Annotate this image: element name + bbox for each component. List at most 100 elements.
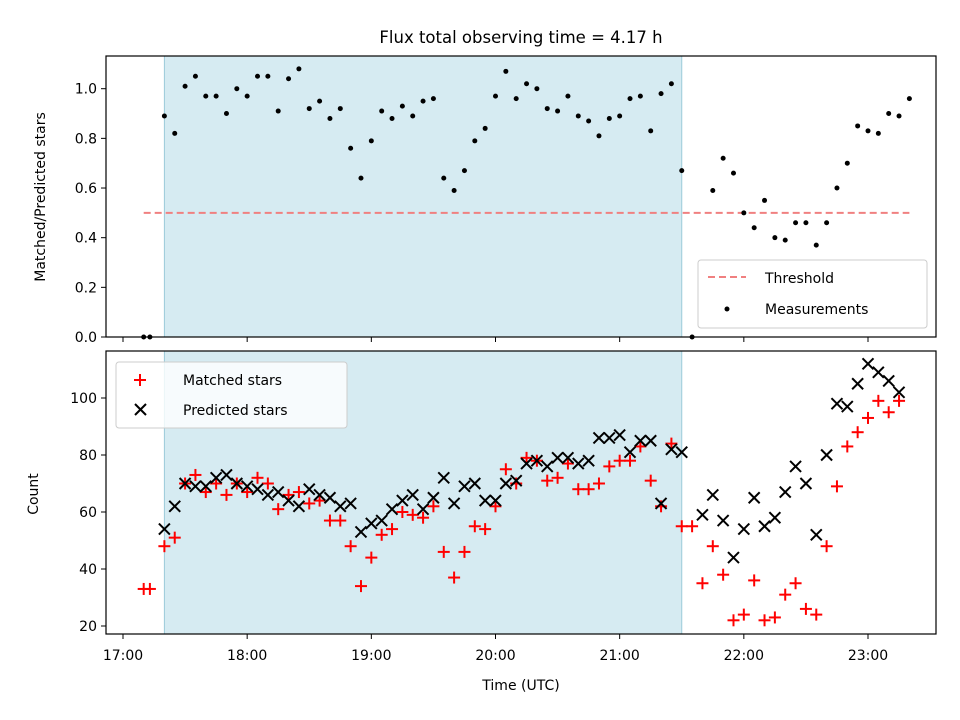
measurements-series <box>141 66 912 340</box>
matched-star-point <box>644 474 657 487</box>
measurement-point <box>906 96 912 102</box>
matched-star-point <box>686 520 699 533</box>
predicted-star-point <box>861 357 875 371</box>
matched-star-point <box>820 540 833 553</box>
matched-star-point <box>365 551 378 564</box>
measurement-point <box>223 111 229 117</box>
matched-star-point <box>872 394 885 407</box>
matched-star-point <box>841 440 854 453</box>
top-legend: Threshold Measurements <box>697 259 928 329</box>
x-tick-label: 20:00 <box>475 648 515 664</box>
predicted-star-point <box>447 497 461 510</box>
matched-star-point <box>143 582 156 595</box>
measurement-point <box>379 108 385 114</box>
x-tick-label: 17:00 <box>103 648 143 664</box>
predicted-star-point <box>758 520 771 533</box>
legend-predicted-swatch <box>134 403 147 416</box>
measurement-point <box>296 66 302 72</box>
predicted-star-point <box>716 514 730 527</box>
predicted-star-point <box>365 517 378 530</box>
predicted-star-point <box>189 480 202 493</box>
predicted-star-point <box>644 434 657 447</box>
bottom-y-tick-label: 80 <box>79 448 97 464</box>
measurement-point <box>389 115 395 121</box>
matched-star-point <box>727 614 740 627</box>
predicted-star-point <box>603 431 616 445</box>
measurement-point <box>420 98 426 104</box>
predicted-star-point <box>747 491 761 504</box>
matched-star-point <box>561 457 574 470</box>
predicted-star-point <box>810 528 823 542</box>
measurement-point <box>668 81 674 87</box>
matched-star-point <box>323 514 336 527</box>
x-tick-label: 19:00 <box>351 648 391 664</box>
top-panel: 0.0 0.2 0.4 0.6 0.8 1.0 Matched/Predicted sta… <box>33 55 937 346</box>
predicted-star-point <box>654 497 668 510</box>
matched-star-point <box>158 540 171 553</box>
measurement-point <box>534 86 540 92</box>
predicted-star-point <box>489 494 502 507</box>
measurement-point <box>658 91 664 97</box>
predicted-star-point <box>561 451 575 465</box>
matched-star-point <box>282 488 295 501</box>
measurement-point <box>720 155 726 161</box>
predicted-star-point <box>892 386 906 399</box>
measurement-point <box>410 113 416 119</box>
predicted-star-point <box>261 488 275 502</box>
predicted-star-point <box>406 488 419 502</box>
predicted-star-point <box>872 366 885 379</box>
matched-star-point <box>417 511 430 524</box>
measurement-point <box>544 106 550 112</box>
measurement-point <box>327 115 333 121</box>
matched-star-point <box>572 483 585 496</box>
measurement-point <box>368 138 374 144</box>
measurement-point <box>503 68 509 74</box>
predicted-star-point <box>530 454 544 467</box>
legend-threshold-label: Threshold <box>764 271 834 287</box>
predicted-star-point <box>334 500 347 513</box>
predicted-star-point <box>416 502 430 516</box>
measurement-point <box>637 93 643 99</box>
matched-star-point <box>592 477 605 490</box>
matched-star-point <box>272 503 285 516</box>
measurement-point <box>513 96 519 102</box>
matched-star-point <box>468 520 481 533</box>
predicted-star-point <box>520 457 533 470</box>
measurement-point <box>596 133 602 139</box>
matched-star-point <box>613 454 626 467</box>
x-tick-label: 22:00 <box>724 648 764 664</box>
predicted-star-point <box>841 400 854 413</box>
measurement-point <box>844 160 850 166</box>
predicted-star-point <box>768 511 782 524</box>
x-tick-label: 18:00 <box>227 648 267 664</box>
measurement-point <box>244 93 250 99</box>
top-y-tick-label: 0.2 <box>75 280 97 296</box>
measurement-point <box>182 83 188 89</box>
predicted-star-point <box>178 477 192 490</box>
measurement-point <box>213 93 219 99</box>
measurement-point <box>793 220 799 226</box>
measurement-point <box>813 242 819 248</box>
matched-star-point <box>303 497 316 510</box>
matched-star-point <box>862 411 874 424</box>
legend-measurements-swatch <box>724 306 730 312</box>
predicted-star-point <box>706 488 719 502</box>
predicted-star-point <box>158 522 171 536</box>
matched-star-point <box>717 568 730 581</box>
predicted-star-point <box>458 480 471 493</box>
matched-star-point <box>427 500 440 513</box>
bottom-y-axis: 20 40 60 80 100 <box>70 391 106 635</box>
measurement-point <box>772 235 778 241</box>
matched-star-point <box>737 608 750 621</box>
predicted-star-point <box>168 500 181 513</box>
x-tick-label: 21:00 <box>599 648 639 664</box>
matched-star-point <box>220 488 233 501</box>
predicted-star-point <box>582 454 595 467</box>
measurement-point <box>586 118 592 124</box>
bottom-y-tick-label: 40 <box>79 562 97 578</box>
predicted-star-point <box>272 485 285 499</box>
predicted-star-point <box>789 460 802 473</box>
top-y-tick-label: 1.0 <box>75 82 97 98</box>
matched-stars-series <box>137 394 906 627</box>
